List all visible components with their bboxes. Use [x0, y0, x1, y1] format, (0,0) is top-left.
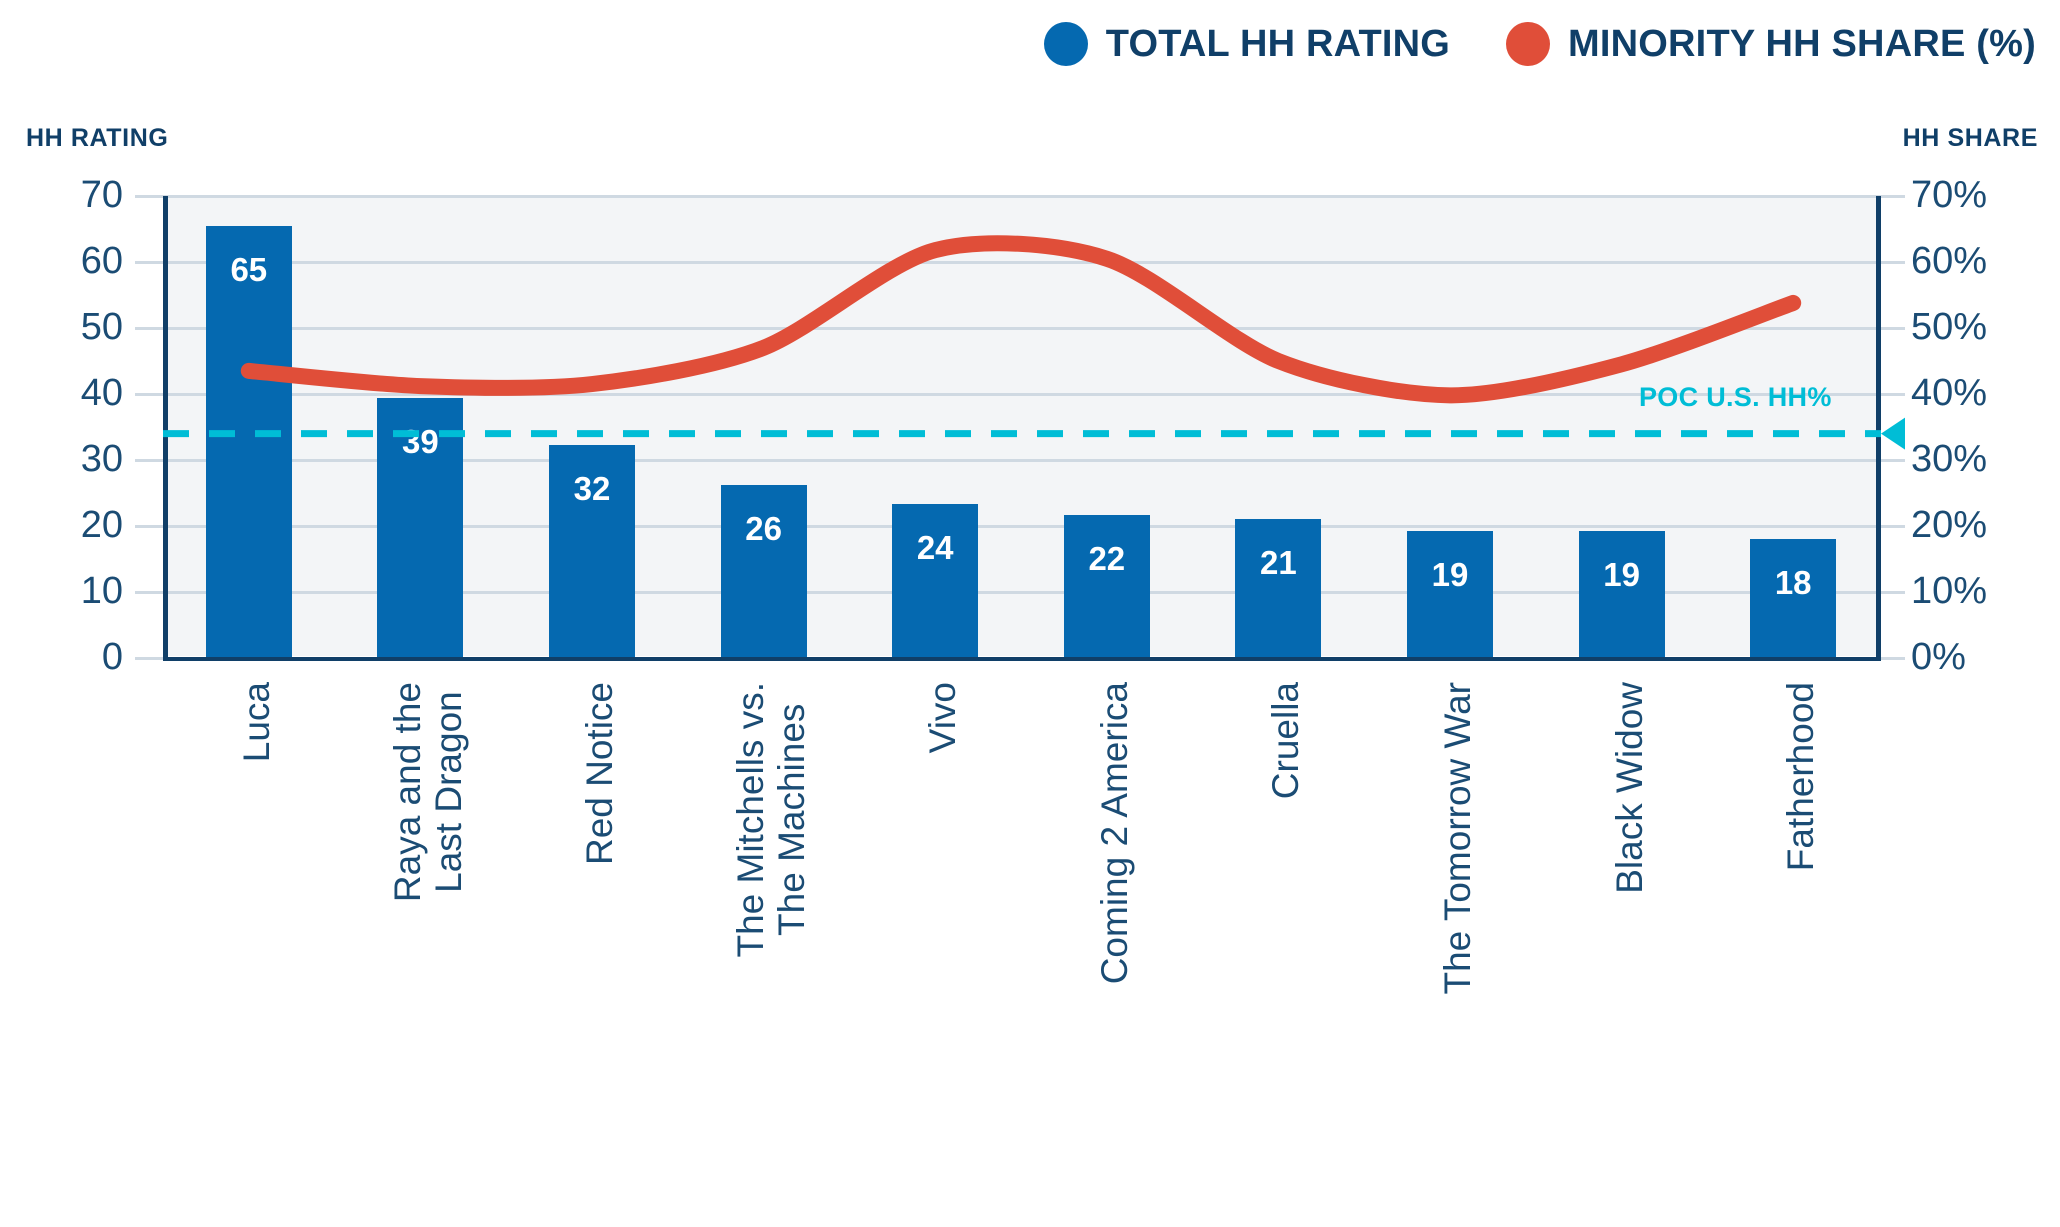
x-axis-ticklabel-line: Fatherhood	[1780, 682, 1822, 872]
y-axis-left-ticklabel: 70	[80, 174, 123, 216]
bar[interactable]	[205, 226, 292, 658]
gridline	[163, 261, 1879, 264]
y-axis-right-tick	[1879, 195, 1905, 198]
circle-marker-icon	[1506, 22, 1551, 66]
bar-value-label: 18	[1774, 563, 1812, 601]
gridline	[163, 459, 1879, 462]
y-axis-left-line	[163, 196, 168, 660]
x-axis-ticklabel-line: Black Widow	[1608, 682, 1650, 894]
x-axis-ticklabel-line: The Tomorrow War	[1437, 682, 1478, 995]
bar[interactable]	[1063, 515, 1150, 658]
y-axis-right-title: HH SHARE	[1902, 124, 2038, 152]
y-axis-right-ticklabel: 0%	[1911, 636, 1966, 678]
x-axis-ticklabel-line: Luca	[235, 682, 277, 763]
x-axis-ticklabel-line: Red Notice	[579, 682, 620, 866]
y-axis-left-title: HH RATING	[26, 124, 169, 152]
y-axis-right-tick	[1879, 657, 1905, 660]
y-axis-right-tick	[1879, 393, 1905, 396]
reference-line-label: POC U.S. HH%	[1639, 381, 1832, 412]
y-axis-right-ticklabel: 10%	[1911, 570, 1988, 612]
y-axis-right-tick	[1879, 525, 1905, 528]
y-axis-left-tick	[135, 459, 163, 462]
y-axis-right-tick	[1879, 459, 1905, 462]
gridline	[163, 525, 1879, 528]
x-axis-ticklabel-line: Coming 2 America	[1093, 682, 1135, 985]
y-axis-left-ticklabel: 10	[80, 570, 123, 612]
legend-item-minority-hh-share[interactable]: MINORITY HH SHARE (%)	[1506, 22, 2036, 66]
legend-label: MINORITY HH SHARE (%)	[1568, 23, 2036, 65]
bar[interactable]	[720, 485, 807, 658]
y-axis-right-ticklabel: 70%	[1911, 174, 1988, 216]
legend-label: TOTAL HH RATING	[1105, 23, 1451, 65]
x-axis-ticklabel-line: Raya and the	[386, 682, 428, 903]
bar[interactable]	[1235, 519, 1322, 658]
y-axis-right-ticklabel: 20%	[1911, 504, 1988, 546]
circle-marker-icon	[1043, 22, 1088, 66]
legend-item-total-hh-rating[interactable]: TOTAL HH RATING	[1043, 22, 1451, 66]
y-axis-left-ticklabel: 20	[80, 504, 123, 546]
y-axis-right-tick	[1879, 591, 1905, 594]
y-axis-left-tick	[135, 393, 163, 396]
x-axis-ticklabel: Fatherhood	[1780, 682, 1822, 1162]
x-axis-ticklabel: The Mitchells vs. The Machines	[730, 682, 812, 1162]
bar[interactable]	[892, 503, 979, 658]
gridline	[163, 327, 1879, 330]
bar-value-label: 19	[1431, 556, 1469, 594]
gridline	[163, 591, 1879, 594]
bar-value-label: 24	[916, 528, 954, 566]
chart-legend: TOTAL HH RATING MINORITY HH SHARE (%)	[1043, 22, 2036, 66]
bar[interactable]	[1578, 531, 1665, 658]
x-axis-ticklabel: Cruella	[1265, 682, 1307, 1162]
bar-value-label: 22	[1088, 540, 1126, 578]
x-axis-ticklabel: Red Notice	[579, 682, 621, 1162]
bar-value-label: 32	[573, 470, 611, 508]
bar[interactable]	[377, 397, 464, 658]
y-axis-right-tick	[1879, 261, 1905, 264]
y-axis-left-ticklabel: 50	[80, 306, 123, 348]
y-axis-left-tick	[135, 195, 163, 198]
x-axis-ticklabel-line: The Machines	[770, 703, 812, 936]
x-axis-ticklabel-line: Vivo	[922, 682, 964, 754]
poc-reference-arrow-icon	[1881, 417, 1905, 450]
x-axis-line	[163, 657, 1881, 661]
x-axis-ticklabel: Vivo	[922, 682, 964, 1162]
y-axis-right-ticklabel: 50%	[1911, 306, 1988, 348]
bar-value-label: 39	[402, 422, 439, 460]
y-axis-right-ticklabel: 40%	[1911, 372, 1988, 414]
y-axis-left-tick	[135, 525, 163, 528]
gridline	[163, 393, 1879, 396]
y-axis-left-tick	[135, 657, 163, 660]
bar[interactable]	[1407, 531, 1493, 658]
y-axis-left-tick	[135, 591, 163, 594]
x-axis-ticklabel: The Tomorrow War	[1437, 682, 1479, 1162]
y-axis-left-ticklabel: 0	[101, 636, 123, 678]
bar[interactable]	[1750, 538, 1837, 658]
bar-value-label: 26	[745, 510, 782, 548]
y-axis-left-ticklabel: 60	[80, 240, 123, 282]
gridline	[163, 195, 1879, 198]
x-axis-ticklabel: Black Widow	[1608, 682, 1651, 1162]
y-axis-right-ticklabel: 30%	[1911, 438, 1988, 480]
y-axis-right-line	[1876, 196, 1881, 660]
x-axis-ticklabel: Raya and the Last Dragon	[386, 682, 469, 1162]
x-axis-ticklabel: Coming 2 America	[1093, 682, 1136, 1162]
y-axis-left-ticklabel: 30	[80, 438, 123, 480]
bar-value-label: 65	[230, 251, 268, 289]
y-axis-right-ticklabel: 60%	[1911, 240, 1988, 282]
x-axis-ticklabel-line: Cruella	[1265, 682, 1307, 800]
bar-value-label: 19	[1603, 556, 1640, 594]
bar[interactable]	[549, 445, 635, 658]
x-axis-ticklabel-line: The Mitchells vs.	[730, 682, 772, 958]
bar-value-label: 21	[1260, 544, 1297, 582]
y-axis-left-ticklabel: 40	[80, 372, 123, 414]
y-axis-left-tick	[135, 261, 163, 264]
y-axis-left-tick	[135, 327, 163, 330]
x-axis-ticklabel-line: Last Dragon	[427, 691, 469, 893]
y-axis-right-tick	[1879, 327, 1905, 330]
x-axis-ticklabel: Luca	[235, 682, 278, 1162]
